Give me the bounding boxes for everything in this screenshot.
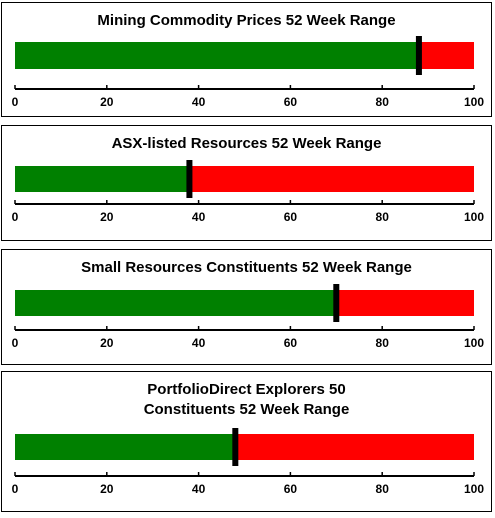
current-value-marker [333,284,340,322]
x-tick-label: 40 [192,210,206,224]
x-tick-label: 100 [464,482,484,496]
chart-title: PortfolioDirect Explorers 50 Constituent… [143,381,350,418]
x-tick-label: 100 [464,95,484,109]
below-range-bar [15,434,236,460]
x-tick-label: 20 [100,336,114,350]
x-tick-label: 60 [284,95,298,109]
below-range-bar [15,290,337,316]
x-tick-label: 0 [12,210,19,224]
x-tick-label: 60 [284,210,298,224]
x-tick-label: 80 [376,336,390,350]
x-tick-label: 0 [12,95,19,109]
chart-panel-2: ASX-listed Resources 52 Week Range 0 20 40… [1,125,492,241]
x-tick-label: 0 [12,336,19,350]
chart-title: Mining Commodity Prices 52 Week Range [97,12,396,29]
x-tick-label: 80 [376,210,390,224]
x-tick-label: 0 [12,482,19,496]
chart-panel-3: Small Resources Constituents 52 Week Ran… [1,249,492,365]
current-value-marker [186,160,193,198]
gauge-chart: 0 20 40 60 80 100 [12,284,484,350]
above-range-bar [418,42,474,69]
chart-panel-1: Mining Commodity Prices 52 Week Range 0 2… [1,2,492,117]
below-range-bar [15,42,419,69]
below-range-bar [15,166,190,192]
gauge-chart: 0 20 40 60 80 100 [12,428,484,496]
x-tick-label: 40 [192,336,206,350]
x-tick-label: 20 [100,210,114,224]
x-tick-label: 60 [284,482,298,496]
x-tick-label: 20 [100,95,114,109]
current-value-marker [415,36,422,75]
x-tick-label: 40 [192,95,206,109]
chart-title: ASX-listed Resources 52 Week Range [111,135,382,152]
gauge-chart: 0 20 40 60 80 100 [12,36,484,109]
x-tick-label: 80 [376,95,390,109]
above-range-bar [336,290,474,316]
x-tick-label: 60 [284,336,298,350]
above-range-bar [235,434,474,460]
x-tick-label: 100 [464,336,484,350]
gauge-chart: 0 20 40 60 80 100 [12,160,484,224]
x-tick-label: 80 [376,482,390,496]
x-tick-label: 100 [464,210,484,224]
current-value-marker [232,428,239,466]
above-range-bar [189,166,475,192]
x-tick-label: 40 [192,482,206,496]
chart-title: Small Resources Constituents 52 Week Ran… [81,259,412,276]
x-tick-label: 20 [100,482,114,496]
chart-panel-4: PortfolioDirect Explorers 50 Constituent… [1,371,492,512]
